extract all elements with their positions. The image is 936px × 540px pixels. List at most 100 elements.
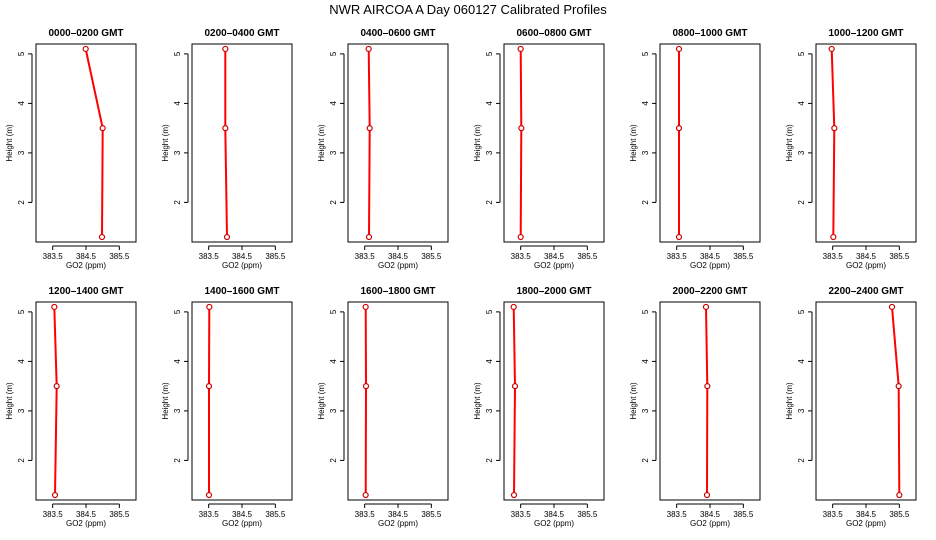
y-tick-label: 3 <box>329 408 338 413</box>
y-tick-label: 2 <box>329 200 338 205</box>
data-point <box>828 45 835 53</box>
data-point <box>206 303 213 311</box>
y-tick-label: 2 <box>485 458 494 463</box>
y-tick-label: 4 <box>485 359 494 364</box>
data-point <box>222 125 229 132</box>
y-axis-label: Height (m) <box>161 124 170 162</box>
data-point <box>362 303 369 311</box>
y-tick-label: 3 <box>485 408 494 413</box>
x-tick-label: 383.5 <box>355 510 376 519</box>
data-point <box>53 383 60 390</box>
data-point <box>702 303 710 311</box>
y-tick-label: 4 <box>485 101 494 106</box>
x-tick-label: 383.5 <box>667 510 688 519</box>
y-tick-label: 4 <box>173 101 182 106</box>
x-axis-label: GO2 (ppm) <box>222 261 262 270</box>
data-point <box>51 491 59 499</box>
data-point <box>365 45 372 53</box>
plot-frame <box>659 301 761 501</box>
data-point <box>98 233 106 241</box>
plot-frame <box>191 43 293 243</box>
y-axis-label: Height (m) <box>629 382 638 420</box>
x-tick-label: 385.5 <box>421 252 442 261</box>
x-tick-label: 384.5 <box>232 510 253 519</box>
plot-frame <box>503 43 605 243</box>
data-point <box>518 125 525 132</box>
y-tick-label: 4 <box>641 101 650 106</box>
y-tick-label: 5 <box>173 309 182 314</box>
profile-line <box>705 306 709 496</box>
panel-title: 1600–1800 GMT <box>360 286 435 297</box>
data-point <box>675 45 683 53</box>
y-tick-label: 4 <box>173 359 182 364</box>
y-tick-label: 5 <box>641 51 650 56</box>
data-point <box>365 233 373 241</box>
y-tick-label: 2 <box>329 458 338 463</box>
y-tick-label: 5 <box>641 309 650 314</box>
x-tick-label: 383.5 <box>823 510 844 519</box>
y-tick-label: 4 <box>641 359 650 364</box>
y-tick-label: 5 <box>173 51 182 56</box>
y-tick-label: 4 <box>797 359 806 364</box>
data-point <box>675 233 683 241</box>
plot-frame <box>347 43 449 243</box>
y-tick-label: 5 <box>485 309 494 314</box>
panel-title: 1400–1600 GMT <box>204 286 279 297</box>
x-axis-label: GO2 (ppm) <box>534 261 574 270</box>
figure-title: NWR AIRCOA A Day 060127 Calibrated Profi… <box>329 2 607 17</box>
panel-title: 0600–0800 GMT <box>516 28 591 39</box>
y-tick-label: 2 <box>17 458 26 463</box>
y-tick-label: 4 <box>797 101 806 106</box>
x-tick-label: 383.5 <box>199 252 220 261</box>
y-axis-label: Height (m) <box>473 124 482 162</box>
x-tick-label: 383.5 <box>43 252 64 261</box>
y-tick-label: 5 <box>329 309 338 314</box>
data-point <box>223 233 231 241</box>
profile-line <box>224 49 228 238</box>
plot-frame <box>815 301 917 501</box>
data-point <box>888 303 896 311</box>
y-tick-label: 2 <box>797 200 806 205</box>
x-tick-label: 385.5 <box>733 510 754 519</box>
data-point <box>511 383 519 390</box>
y-tick-label: 2 <box>173 458 182 463</box>
plot-frame <box>35 43 137 243</box>
x-tick-label: 385.5 <box>577 252 598 261</box>
y-axis-label: Height (m) <box>629 124 638 162</box>
x-tick-label: 385.5 <box>889 510 910 519</box>
y-tick-label: 3 <box>173 150 182 155</box>
x-axis-label: GO2 (ppm) <box>222 519 262 528</box>
y-tick-label: 3 <box>797 408 806 413</box>
data-point <box>830 233 837 241</box>
profile-line <box>891 306 901 496</box>
y-tick-label: 4 <box>329 101 338 106</box>
panel-title: 0000–0200 GMT <box>48 28 123 39</box>
y-tick-label: 2 <box>641 200 650 205</box>
data-point <box>205 383 213 390</box>
x-axis-label: GO2 (ppm) <box>378 519 418 528</box>
panel-title: 0200–0400 GMT <box>204 28 279 39</box>
panel-title: 1800–2000 GMT <box>516 286 591 297</box>
y-tick-label: 3 <box>641 150 650 155</box>
data-point <box>895 383 902 390</box>
data-point <box>510 491 518 499</box>
x-tick-label: 383.5 <box>823 252 844 261</box>
profile-line <box>512 306 517 496</box>
data-point <box>82 45 89 53</box>
x-tick-label: 385.5 <box>889 252 910 261</box>
plot-frame <box>191 301 293 501</box>
x-tick-label: 384.5 <box>232 252 253 261</box>
profile-line <box>830 48 836 238</box>
y-tick-label: 2 <box>173 200 182 205</box>
y-tick-label: 5 <box>797 309 806 314</box>
x-tick-label: 383.5 <box>43 510 64 519</box>
